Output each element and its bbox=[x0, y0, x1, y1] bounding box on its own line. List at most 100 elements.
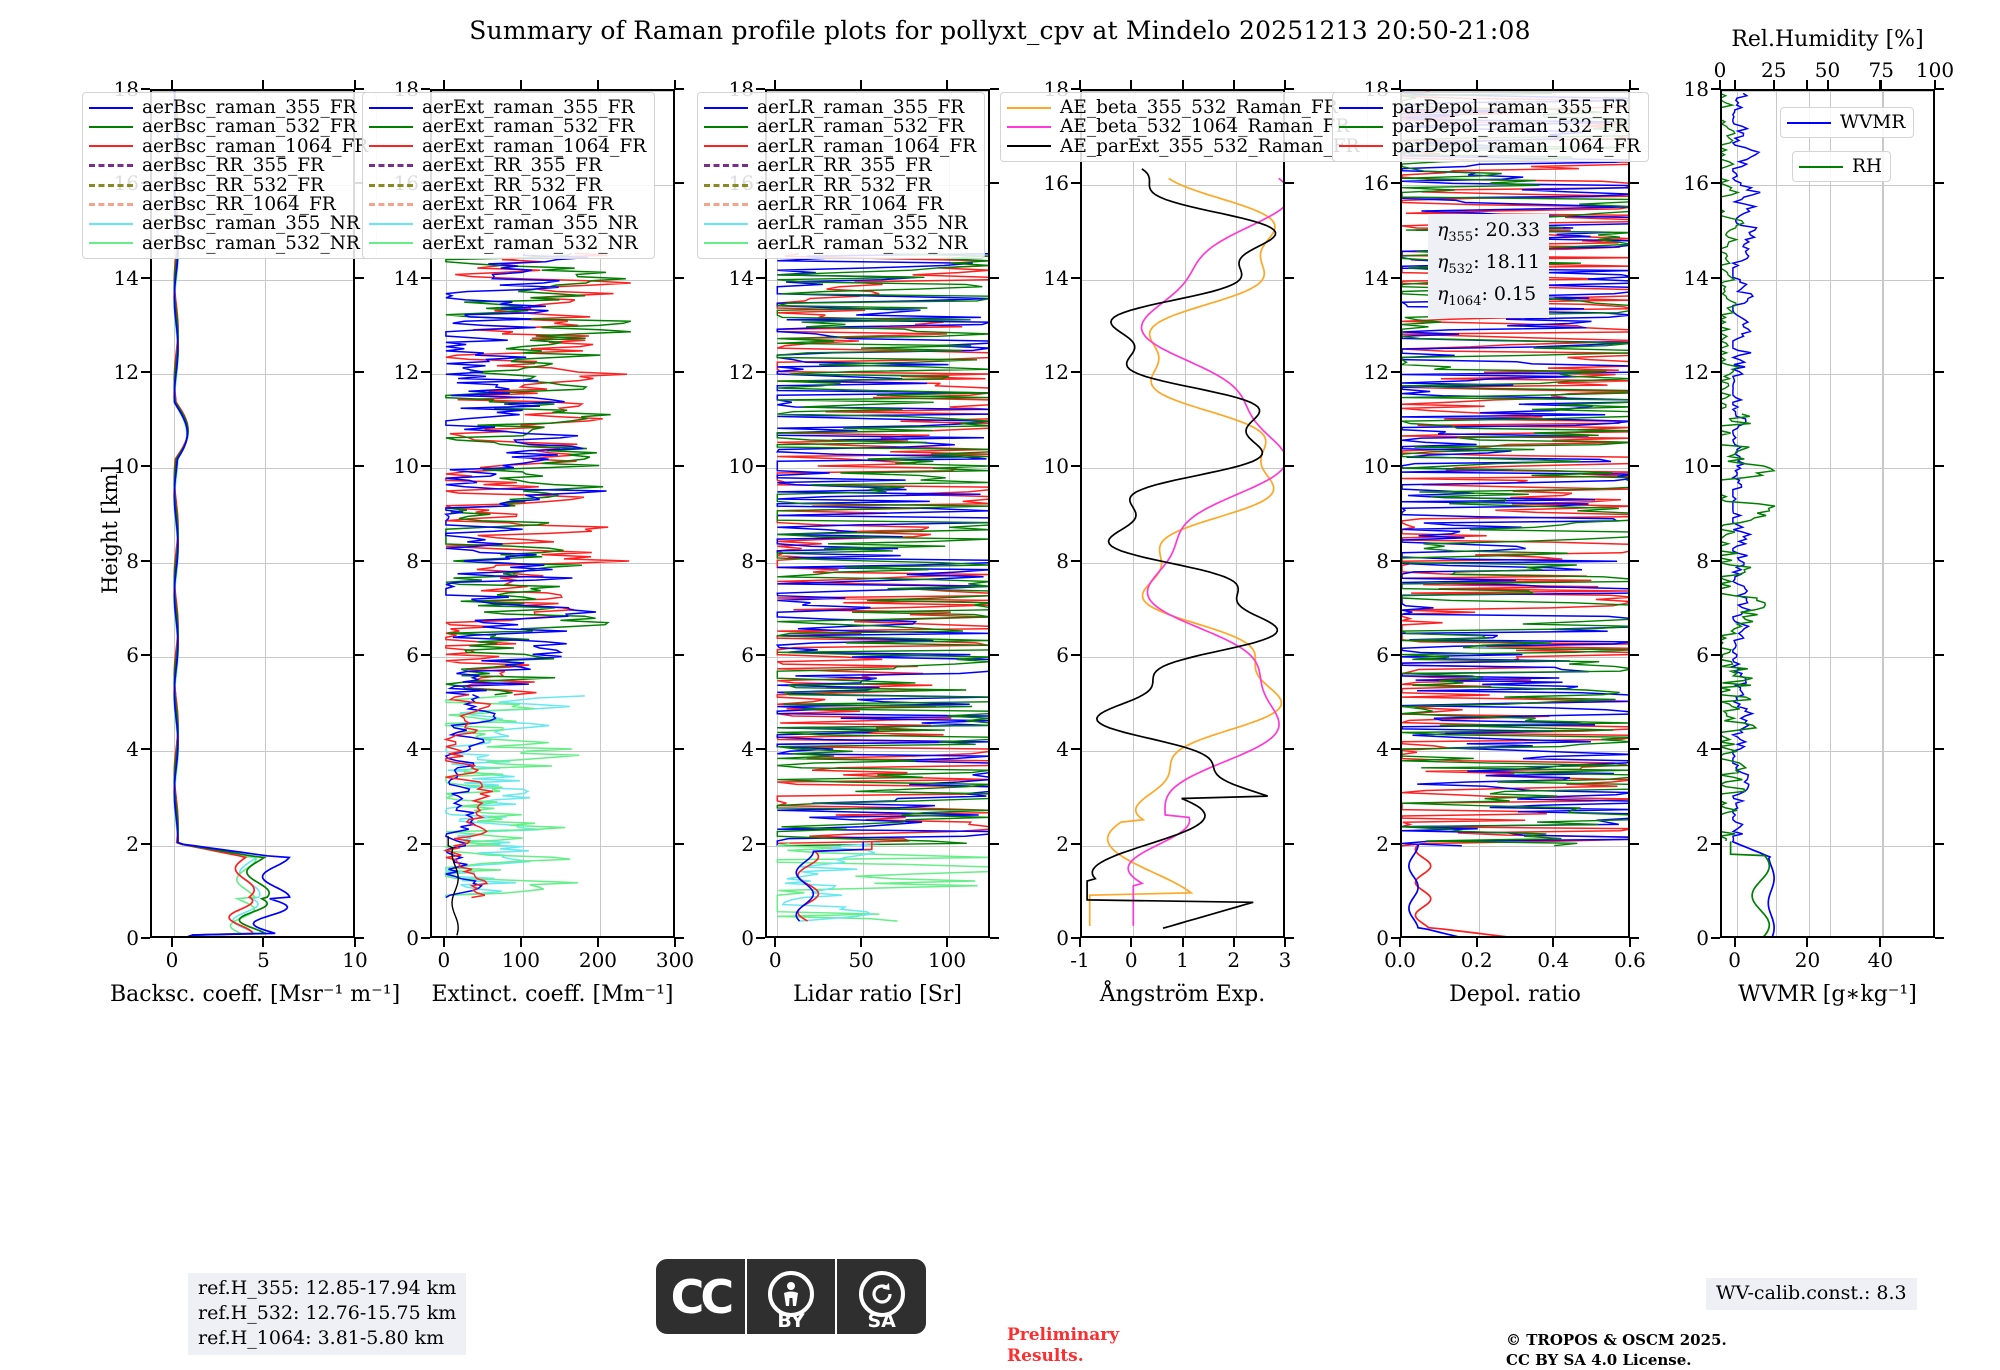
legend-item[interactable]: aerExt_raman_355_FR bbox=[369, 98, 646, 117]
top-tick-label-25: 25 bbox=[1761, 58, 1787, 82]
legend-item[interactable]: aerLR_raman_355_NR bbox=[704, 214, 976, 234]
y-tick-mark bbox=[756, 371, 765, 373]
y-tick-mark bbox=[1285, 748, 1294, 751]
top-tick-label-50: 50 bbox=[1814, 58, 1841, 82]
y-tick-mark bbox=[756, 276, 765, 279]
y-tick-mark bbox=[1935, 371, 1944, 373]
legend-label: aerBsc_raman_355_NR bbox=[142, 213, 360, 235]
legend-item[interactable]: RH bbox=[1799, 157, 1882, 176]
legend-item[interactable]: AE_parExt_355_532_Raman_FR bbox=[1007, 136, 1359, 156]
legend-item[interactable]: aerExt_raman_1064_FR bbox=[369, 136, 646, 156]
y-tick-mark bbox=[141, 654, 150, 656]
x-tick-label-300: 300 bbox=[655, 948, 695, 972]
legend-wvmr-rh[interactable]: WVMR bbox=[1780, 107, 1915, 139]
legend-item[interactable]: aerExt_raman_532_NR bbox=[369, 233, 646, 253]
gridline-h bbox=[1082, 751, 1283, 753]
y-tick-mark bbox=[675, 88, 684, 90]
legend-item[interactable]: aerBsc_raman_355_NR bbox=[89, 213, 368, 235]
legend-item[interactable]: aerLR_raman_355_FR bbox=[704, 98, 976, 117]
legend-backscatter[interactable]: aerBsc_raman_355_FR aerBsc_raman_532_FR ae… bbox=[82, 92, 378, 260]
plot-area-wvmr-rh bbox=[1720, 89, 1935, 938]
legend-label: parDepol_raman_355_FR bbox=[1392, 97, 1629, 118]
legend-item[interactable]: aerBsc_raman_532_FR bbox=[89, 117, 368, 137]
x-tick-mark bbox=[946, 938, 949, 947]
y-tick-mark bbox=[1711, 371, 1720, 373]
series-line bbox=[1408, 844, 1459, 936]
y-tick-label-4: 4 bbox=[1056, 737, 1069, 762]
legend-label: aerBsc_RR_532_FR bbox=[142, 174, 324, 196]
y-tick-mark bbox=[421, 748, 430, 751]
legend-item[interactable]: AE_beta_355_532_Raman_FR bbox=[1007, 98, 1359, 117]
legend-item[interactable]: aerExt_raman_532_FR bbox=[369, 117, 646, 137]
y-tick-mark bbox=[756, 842, 765, 845]
legend-item[interactable]: aerLR_raman_532_FR bbox=[704, 116, 976, 138]
legend-item[interactable]: aerExt_RR_532_FR bbox=[369, 175, 646, 195]
creative-commons-badge: CC BY SA bbox=[656, 1259, 926, 1334]
legend-depol-ratio[interactable]: parDepol_raman_355_FR parDepol_raman_532_… bbox=[1332, 92, 1650, 163]
y-tick-label-14: 14 bbox=[1043, 265, 1069, 290]
x-tick-label-0: 0 bbox=[768, 948, 782, 972]
y-tick-mark bbox=[1711, 88, 1720, 90]
y-tick-label-14: 14 bbox=[728, 265, 754, 290]
legend-item[interactable]: aerLR_raman_532_NR bbox=[704, 233, 976, 253]
series-line bbox=[776, 252, 988, 846]
top-axis-label: Rel.Humidity [%] bbox=[1731, 27, 1924, 52]
legend-swatch bbox=[369, 223, 413, 226]
legend-item[interactable]: aerBsc_raman_355_FR bbox=[89, 98, 368, 117]
legend-item[interactable]: parDepol_raman_1064_FR bbox=[1339, 136, 1640, 156]
legend-item[interactable]: aerBsc_RR_355_FR bbox=[89, 156, 368, 176]
legend-item[interactable]: aerBsc_raman_1064_FR bbox=[89, 136, 368, 156]
y-tick-mark bbox=[1711, 276, 1720, 279]
y-tick-mark bbox=[355, 654, 364, 656]
preliminary-line-2: Results. bbox=[1007, 1346, 1084, 1366]
y-tick-mark bbox=[675, 842, 684, 845]
y-tick-mark bbox=[1630, 371, 1639, 373]
series-line bbox=[443, 695, 580, 898]
x-tick-label-0.4: 0.4 bbox=[1537, 948, 1570, 972]
x-tick-mark bbox=[596, 80, 599, 89]
legend-item[interactable]: aerLR_RR_532_FR bbox=[704, 175, 976, 195]
y-tick-label-10: 10 bbox=[393, 454, 419, 479]
legend-swatch bbox=[1339, 145, 1383, 148]
panel-wvmr-rh: 0 2 4 6 8 10 12 14 16 18 0 20 40 0 25 50 75 100 Rel.Humidi… bbox=[1684, 27, 1955, 1007]
y-tick-mark bbox=[1630, 748, 1639, 751]
gridline-h bbox=[1082, 657, 1283, 658]
legend-swatch bbox=[1007, 126, 1051, 129]
top-tick-label-0: 0 bbox=[1713, 58, 1727, 82]
legend-item[interactable]: parDepol_raman_355_FR bbox=[1339, 98, 1640, 117]
legend-swatch bbox=[89, 242, 133, 245]
legend-extinction[interactable]: aerExt_raman_355_FR aerExt_raman_532_FR ae… bbox=[362, 92, 656, 260]
legend-item[interactable]: aerExt_raman_355_NR bbox=[369, 214, 646, 234]
legend-angstrom[interactable]: AE_beta_355_532_Raman_FR AE_beta_532_1064… bbox=[1000, 92, 1369, 163]
legend-item[interactable]: aerBsc_RR_532_FR bbox=[89, 174, 368, 196]
legend-item[interactable]: aerLR_raman_1064_FR bbox=[704, 136, 976, 156]
legend-item[interactable]: parDepol_raman_532_FR bbox=[1339, 117, 1640, 137]
legend-item[interactable]: aerLR_RR_1064_FR bbox=[704, 195, 976, 214]
y-tick-mark bbox=[1935, 748, 1944, 751]
gridline-v bbox=[1809, 91, 1811, 936]
legend-item[interactable]: WVMR bbox=[1787, 113, 1905, 132]
y-tick-mark bbox=[421, 88, 430, 90]
gridline-v bbox=[1235, 91, 1237, 936]
x-tick-mark bbox=[519, 938, 522, 947]
legend-wvmr-rh-rh[interactable]: RH bbox=[1792, 151, 1892, 183]
legend-label: aerLR_raman_532_FR bbox=[757, 116, 965, 138]
y-tick-mark bbox=[990, 559, 999, 562]
legend-item[interactable]: aerExt_RR_1064_FR bbox=[369, 195, 646, 214]
gridline-v bbox=[522, 91, 524, 936]
y-tick-mark bbox=[675, 465, 684, 468]
legend-item[interactable]: AE_beta_532_1064_Raman_FR bbox=[1007, 117, 1359, 137]
y-tick-mark bbox=[1285, 559, 1294, 562]
legend-item[interactable]: aerExt_RR_355_FR bbox=[369, 156, 646, 176]
legend-label: aerBsc_raman_355_FR bbox=[142, 97, 357, 118]
legend-item[interactable]: aerBsc_raman_532_NR bbox=[89, 233, 368, 253]
y-tick-mark bbox=[756, 465, 765, 468]
legend-swatch bbox=[704, 145, 748, 148]
y-tick-mark bbox=[1071, 654, 1080, 656]
legend-lidar-ratio[interactable]: aerLR_raman_355_FR aerLR_raman_532_FR aerL… bbox=[697, 92, 985, 260]
page-title: Summary of Raman profile plots for polly… bbox=[469, 16, 1531, 45]
y-tick-label-8: 8 bbox=[741, 548, 754, 573]
legend-item[interactable]: aerBsc_RR_1064_FR bbox=[89, 195, 368, 214]
legend-item[interactable]: aerLR_RR_355_FR bbox=[704, 156, 976, 176]
legend-label: aerLR_RR_1064_FR bbox=[757, 193, 944, 215]
